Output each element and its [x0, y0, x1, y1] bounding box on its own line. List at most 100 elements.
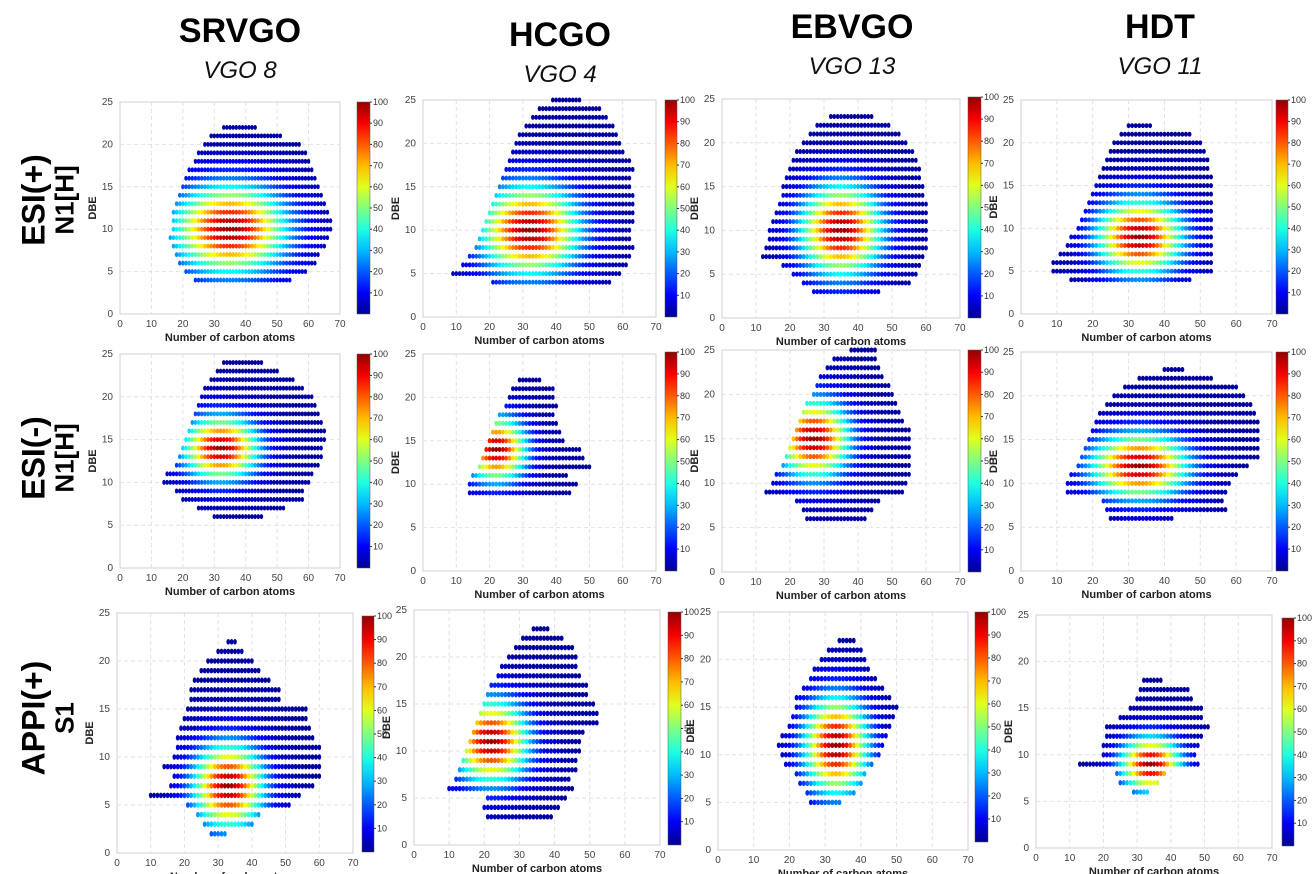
heatmap-cell — [1087, 251, 1092, 257]
heatmap-cell — [297, 218, 301, 224]
heatmap-cell — [862, 157, 867, 163]
heatmap-cell — [886, 382, 891, 389]
heatmap-cell — [511, 175, 515, 181]
heatmap-cell — [1173, 140, 1178, 146]
heatmap-cell — [876, 271, 881, 277]
heatmap-cell — [1140, 268, 1145, 274]
heatmap-cell — [514, 412, 519, 418]
heatmap-cell — [557, 455, 562, 461]
heatmap-cell — [777, 480, 782, 486]
heatmap-cell — [818, 140, 823, 146]
heatmap-cell — [856, 166, 860, 172]
heatmap-cell — [306, 184, 311, 190]
heatmap-cell — [1112, 268, 1117, 274]
heatmap-cell — [849, 347, 854, 353]
heatmap-cell — [259, 141, 264, 147]
heatmap-cell — [501, 271, 505, 277]
heatmap-cell — [811, 227, 816, 233]
heatmap-cell — [590, 184, 595, 190]
heatmap-cell — [203, 252, 207, 258]
heatmap-cell — [866, 356, 871, 362]
heatmap-cell — [190, 209, 195, 215]
heatmap-cell — [514, 175, 519, 181]
heatmap-cell — [866, 409, 871, 415]
heatmap-cell — [574, 192, 578, 198]
heatmap-cell — [859, 365, 864, 371]
heatmap-cell — [514, 271, 519, 277]
heatmap-cell — [262, 277, 267, 283]
heatmap-cell — [805, 201, 809, 207]
heatmap-cell — [590, 279, 595, 285]
heatmap-cell — [781, 245, 786, 251]
heatmap-cell — [818, 462, 823, 469]
heatmap-cell — [917, 262, 922, 268]
heatmap-cell — [259, 454, 264, 460]
heatmap-cell — [828, 516, 833, 522]
heatmap-cell — [784, 219, 789, 225]
heatmap-cell — [190, 201, 195, 207]
heatmap-cell — [554, 446, 558, 452]
heatmap-cell — [250, 471, 254, 477]
heatmap-cell — [1169, 148, 1174, 154]
heatmap-cell — [903, 480, 908, 486]
heatmap-cell — [240, 514, 245, 520]
heatmap-cell — [590, 106, 595, 112]
heatmap-cell — [316, 411, 320, 417]
heatmap-cell — [822, 262, 826, 268]
heatmap-cell — [832, 113, 837, 120]
heatmap-cell — [835, 462, 840, 469]
heatmap-cell — [557, 132, 562, 138]
heatmap-cell — [852, 374, 857, 380]
heatmap-cell — [234, 243, 239, 249]
heatmap-cell — [794, 175, 799, 181]
heatmap-cell — [1112, 148, 1117, 154]
heatmap-cell — [287, 252, 292, 258]
heatmap-cell — [784, 236, 789, 242]
heatmap-cell — [584, 245, 588, 251]
heatmap-cell — [845, 289, 850, 295]
heatmap-cell — [1051, 260, 1056, 266]
heatmap-cell — [564, 446, 568, 452]
heatmap-cell — [544, 140, 548, 146]
heatmap-cell — [1126, 515, 1131, 521]
heatmap-cell — [218, 133, 223, 139]
heatmap-cell — [801, 254, 806, 260]
heatmap-cell — [300, 226, 305, 232]
heatmap-cell — [225, 167, 229, 173]
heatmap-cell — [504, 227, 509, 233]
heatmap-cell — [560, 114, 565, 120]
heatmap-cell — [531, 166, 535, 172]
heatmap-cell — [284, 428, 289, 434]
heatmap-cell — [278, 209, 283, 215]
heatmap-cell — [215, 226, 220, 232]
heatmap-cell — [316, 428, 320, 434]
heatmap-cell — [873, 236, 877, 242]
heatmap-cell — [903, 271, 908, 277]
heatmap-cell — [1176, 243, 1181, 248]
heatmap-cell — [477, 253, 482, 259]
heatmap-cell — [1198, 260, 1203, 266]
heatmap-cell — [511, 403, 515, 409]
heatmap-cell — [524, 262, 529, 268]
heatmap-cell — [243, 235, 248, 241]
heatmap-cell — [511, 210, 515, 216]
heatmap-cell — [319, 445, 323, 451]
heatmap-cell — [231, 368, 235, 374]
heatmap-cell — [1151, 268, 1156, 274]
heatmap-cell — [521, 201, 525, 207]
heatmap-cell — [218, 201, 223, 207]
heatmap-cell — [259, 514, 264, 520]
heatmap-cell — [212, 505, 217, 511]
heatmap-cell — [856, 391, 860, 397]
heatmap-cell — [300, 167, 305, 173]
heatmap-cell — [574, 158, 578, 164]
heatmap-cell — [215, 479, 220, 485]
heatmap-cell — [541, 236, 545, 242]
heatmap-cell — [256, 252, 261, 258]
heatmap-cell — [531, 377, 535, 383]
heatmap-cell — [822, 149, 826, 155]
heatmap-cell — [1090, 268, 1095, 274]
heatmap-cell — [287, 218, 292, 224]
heatmap-cell — [300, 175, 305, 181]
heatmap-cell — [537, 446, 542, 452]
